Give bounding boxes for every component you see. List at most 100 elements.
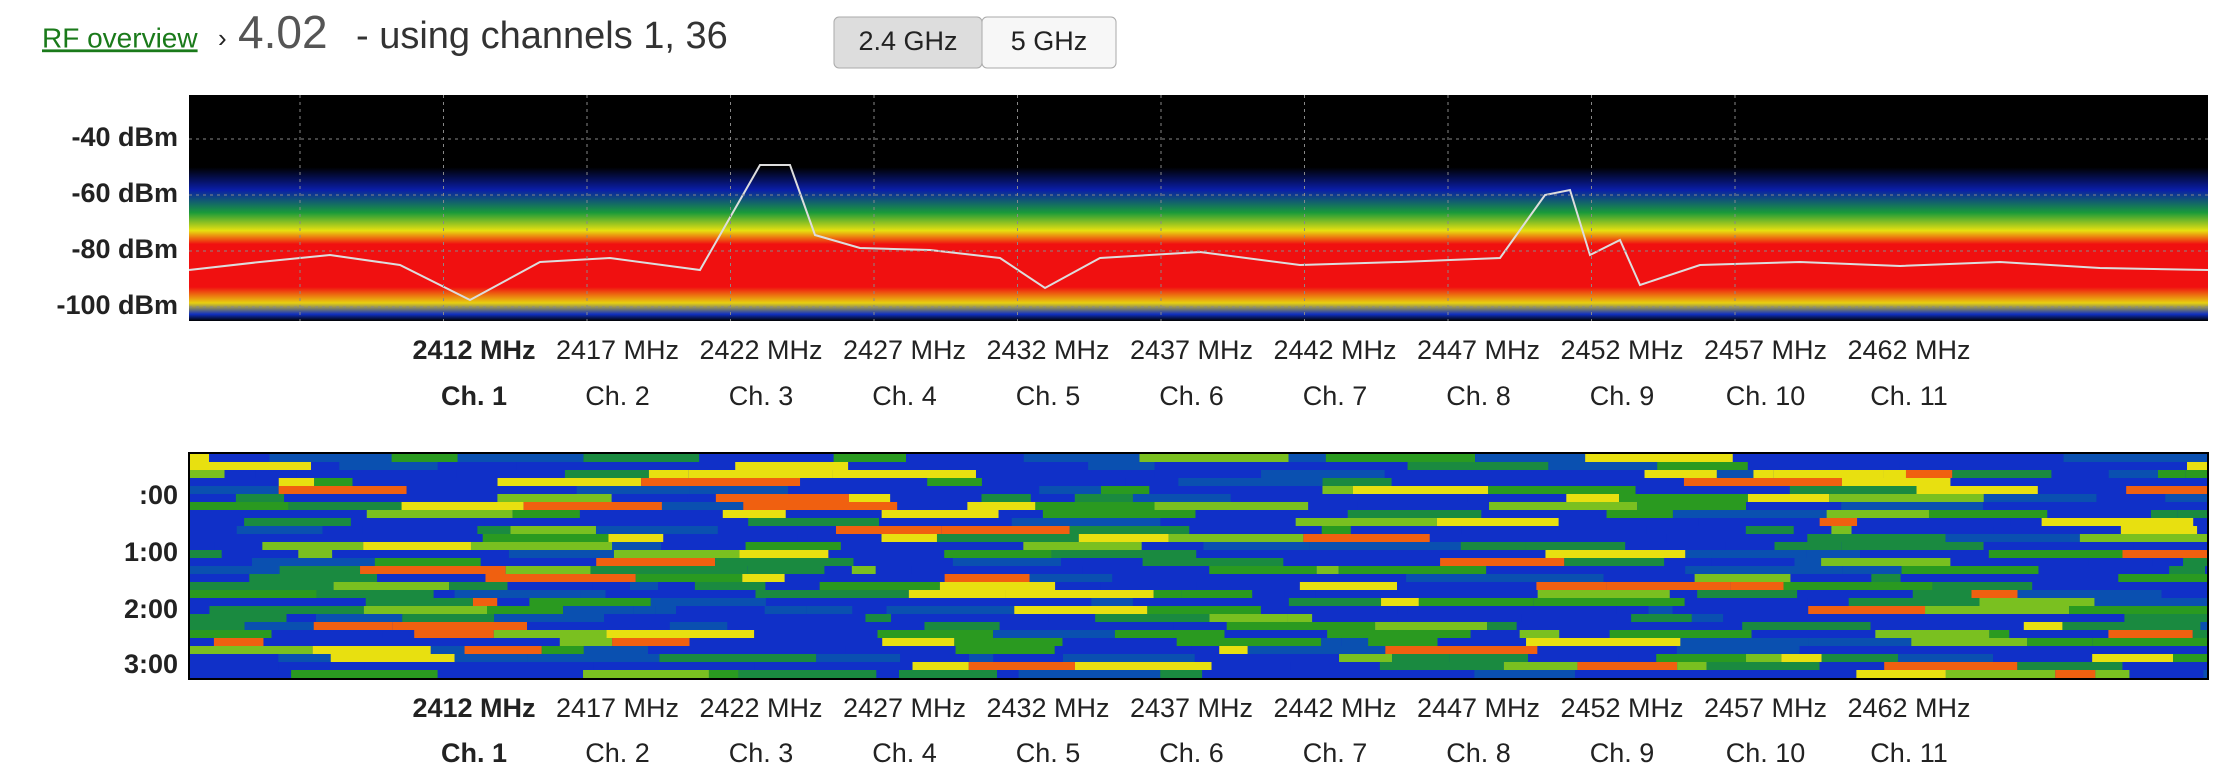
heat-cell [886,606,1014,614]
heat-cell [1707,662,1820,670]
heat-cell [1917,486,2038,494]
heat-cell [1800,646,1959,654]
channel-label: Ch. 10 [1726,738,1806,764]
heat-cell [1831,526,1851,534]
heat-cell [2009,630,2085,638]
heat-cell [407,486,494,494]
heat-cell [1537,646,1676,654]
channel-label: Ch. 7 [1303,738,1368,764]
heat-cell [1637,502,1746,510]
heat-cell [927,478,982,486]
heat-cell [225,470,256,478]
heat-cell [1461,542,1525,550]
heat-cell [1261,470,1385,478]
heat-cell [913,662,969,670]
heat-cell [1849,598,1980,606]
heat-cell [1352,550,1511,558]
heat-cell [1088,462,1155,470]
channel-label: Ch. 5 [1016,738,1081,764]
heat-cell [1173,622,1226,630]
heat-cell [1143,558,1284,566]
heat-cell [360,566,506,574]
heat-cell [1160,518,1295,526]
heat-cell [786,510,806,518]
heat-cell [1474,670,1575,678]
tab-label[interactable]: 2.4 GHz [858,26,957,56]
frequency-label: 2442 MHz [1273,693,1396,723]
heat-cell [596,558,715,566]
heat-cell [1397,582,1536,590]
heat-cell [498,478,642,486]
heat-cell [527,622,670,630]
heat-cell [1752,630,1876,638]
heat-cell [1548,462,1657,470]
heat-cell [497,494,611,502]
heat-cell [845,646,929,654]
heat-cell [2118,574,2208,582]
heat-cell [189,510,264,518]
heat-cell [1841,542,1983,550]
heat-cell [1209,566,1316,574]
heat-cell [189,670,291,678]
channel-label: Ch. 11 [1870,738,1948,764]
heat-cell [581,590,606,598]
channel-label: Ch. 4 [872,381,937,411]
heat-cell [1390,494,1468,502]
heat-cell [1717,470,1754,478]
heat-cell [262,542,363,550]
heat-cell [1805,454,1942,462]
heat-cell [1784,582,1933,590]
heat-cell [1289,598,1381,606]
heat-cell [1142,542,1204,550]
frequency-label: 2417 MHz [556,335,679,365]
page: RF overview › 4.02 - using channels 1, 3… [0,0,2214,764]
frequency-label: 2457 MHz [1704,335,1827,365]
heat-cell [1899,462,2018,470]
rf-overview-link[interactable]: RF overview [42,22,198,53]
heat-cell [690,638,748,646]
tab-label[interactable]: 5 GHz [1011,26,1088,56]
heat-cell [2086,630,2109,638]
heat-cell [494,630,607,638]
heat-cell [1209,614,1287,622]
heat-cell [189,486,279,494]
heat-cell [189,518,244,526]
heat-cell [1526,638,1680,646]
heat-cell [189,566,280,574]
heat-cell [2042,518,2194,526]
heat-cell [506,566,591,574]
heat-cell [450,526,478,534]
heat-cell [1203,542,1309,550]
heat-cell [1475,454,1585,462]
heat-cell [1063,654,1195,662]
frequency-label: 2447 MHz [1417,335,1540,365]
heat-cell [969,662,1075,670]
heat-cell [1312,614,1454,622]
heat-cell [189,542,215,550]
heat-cell [816,654,900,662]
heat-cell [1636,486,1790,494]
channel-label: Ch. 10 [1726,381,1806,411]
heat-cell [517,462,664,470]
heat-cell [909,590,1006,598]
heat-cell [689,486,788,494]
heat-cell [1946,534,2080,542]
frequency-label: 2442 MHz [1273,335,1396,365]
channel-label: Ch. 6 [1159,738,1224,764]
heat-cell [1511,550,1545,558]
heat-cell [1055,582,1100,590]
heat-cell [940,462,1017,470]
heat-cell [1486,566,1640,574]
heat-cell [1196,550,1351,558]
heat-cell [899,670,997,678]
heat-cell [1261,606,1398,614]
heat-cell [876,566,912,574]
heat-cell [1155,462,1261,470]
heat-cell [209,606,363,614]
heat-cell [339,462,437,470]
heat-cell [632,518,749,526]
heat-cell [1449,654,1528,662]
heat-cell [891,614,1048,622]
heat-cell [1808,598,1849,606]
heat-cell [1522,614,1631,622]
